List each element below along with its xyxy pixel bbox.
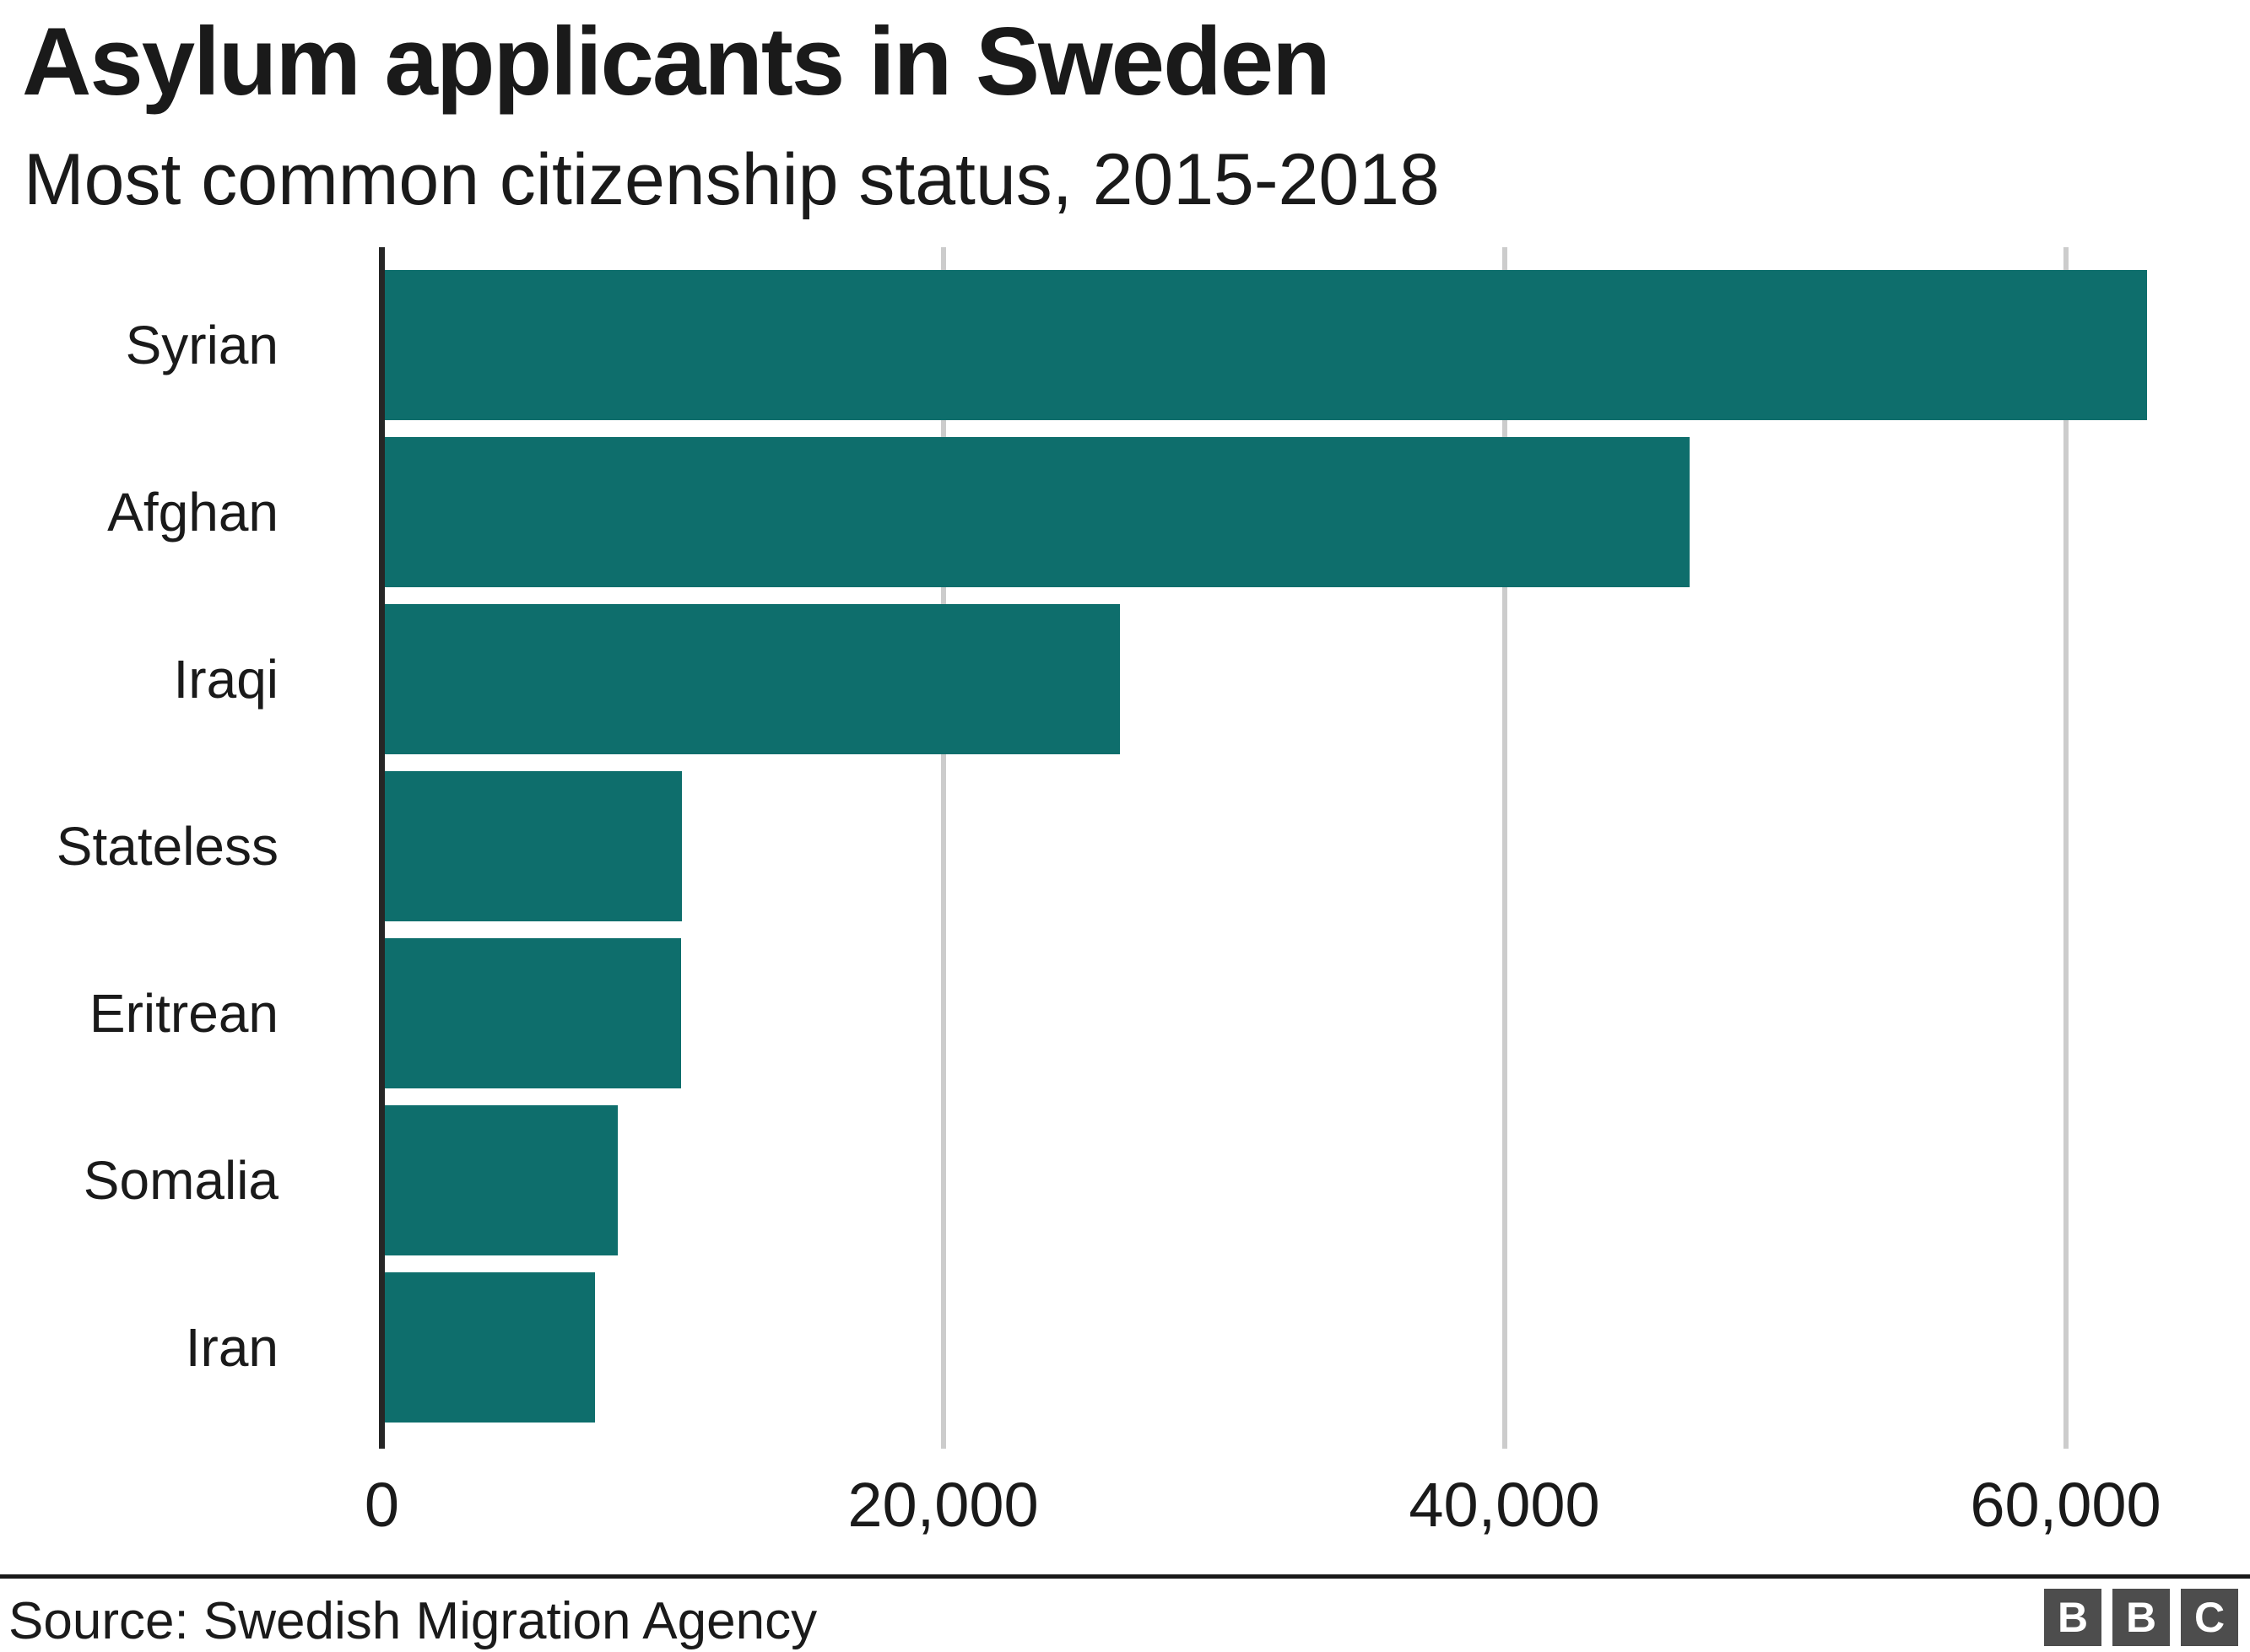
x-tick-label-20000: 20,000 (847, 1470, 1039, 1540)
bbc-logo-block-b: B (2044, 1589, 2101, 1646)
bar-syrian (385, 270, 2147, 420)
bar-iraqi (385, 604, 1120, 754)
plot-area: Syrian Afghan Iraqi Stateless Eritrean Somali… (0, 247, 2250, 1449)
category-label-eritrean: Eritrean (89, 983, 279, 1044)
bar-eritrean (385, 938, 681, 1088)
gridline-60000 (2063, 247, 2069, 1449)
source-text: Source: Swedish Migration Agency (8, 1592, 818, 1650)
bar-afghan (385, 437, 1690, 587)
category-label-somalia: Somalia (83, 1150, 279, 1211)
category-label-syrian: Syrian (125, 315, 279, 375)
bar-stateless (385, 771, 682, 921)
category-label-stateless: Stateless (56, 816, 279, 877)
x-tick-label-0: 0 (364, 1470, 400, 1540)
gridline-40000 (1501, 247, 1507, 1449)
category-label-afghan: Afghan (107, 482, 279, 543)
category-label-iran: Iran (185, 1317, 279, 1378)
bbc-logo-block-c: C (2181, 1589, 2238, 1646)
gridline-20000 (940, 247, 946, 1449)
chart-title: Asylum applicants in Sweden (22, 8, 1331, 116)
y-axis-line (379, 247, 385, 1449)
footer-divider (0, 1574, 2250, 1579)
bbc-logo-block-b: B (2112, 1589, 2170, 1646)
chart-subtitle: Most common citizenship status, 2015-201… (24, 139, 1440, 220)
bar-iran (385, 1272, 595, 1423)
x-tick-label-40000: 40,000 (1409, 1470, 1600, 1540)
x-tick-label-60000: 60,000 (1970, 1470, 2161, 1540)
bar-somalia (385, 1105, 618, 1255)
category-label-iraqi: Iraqi (173, 649, 279, 710)
